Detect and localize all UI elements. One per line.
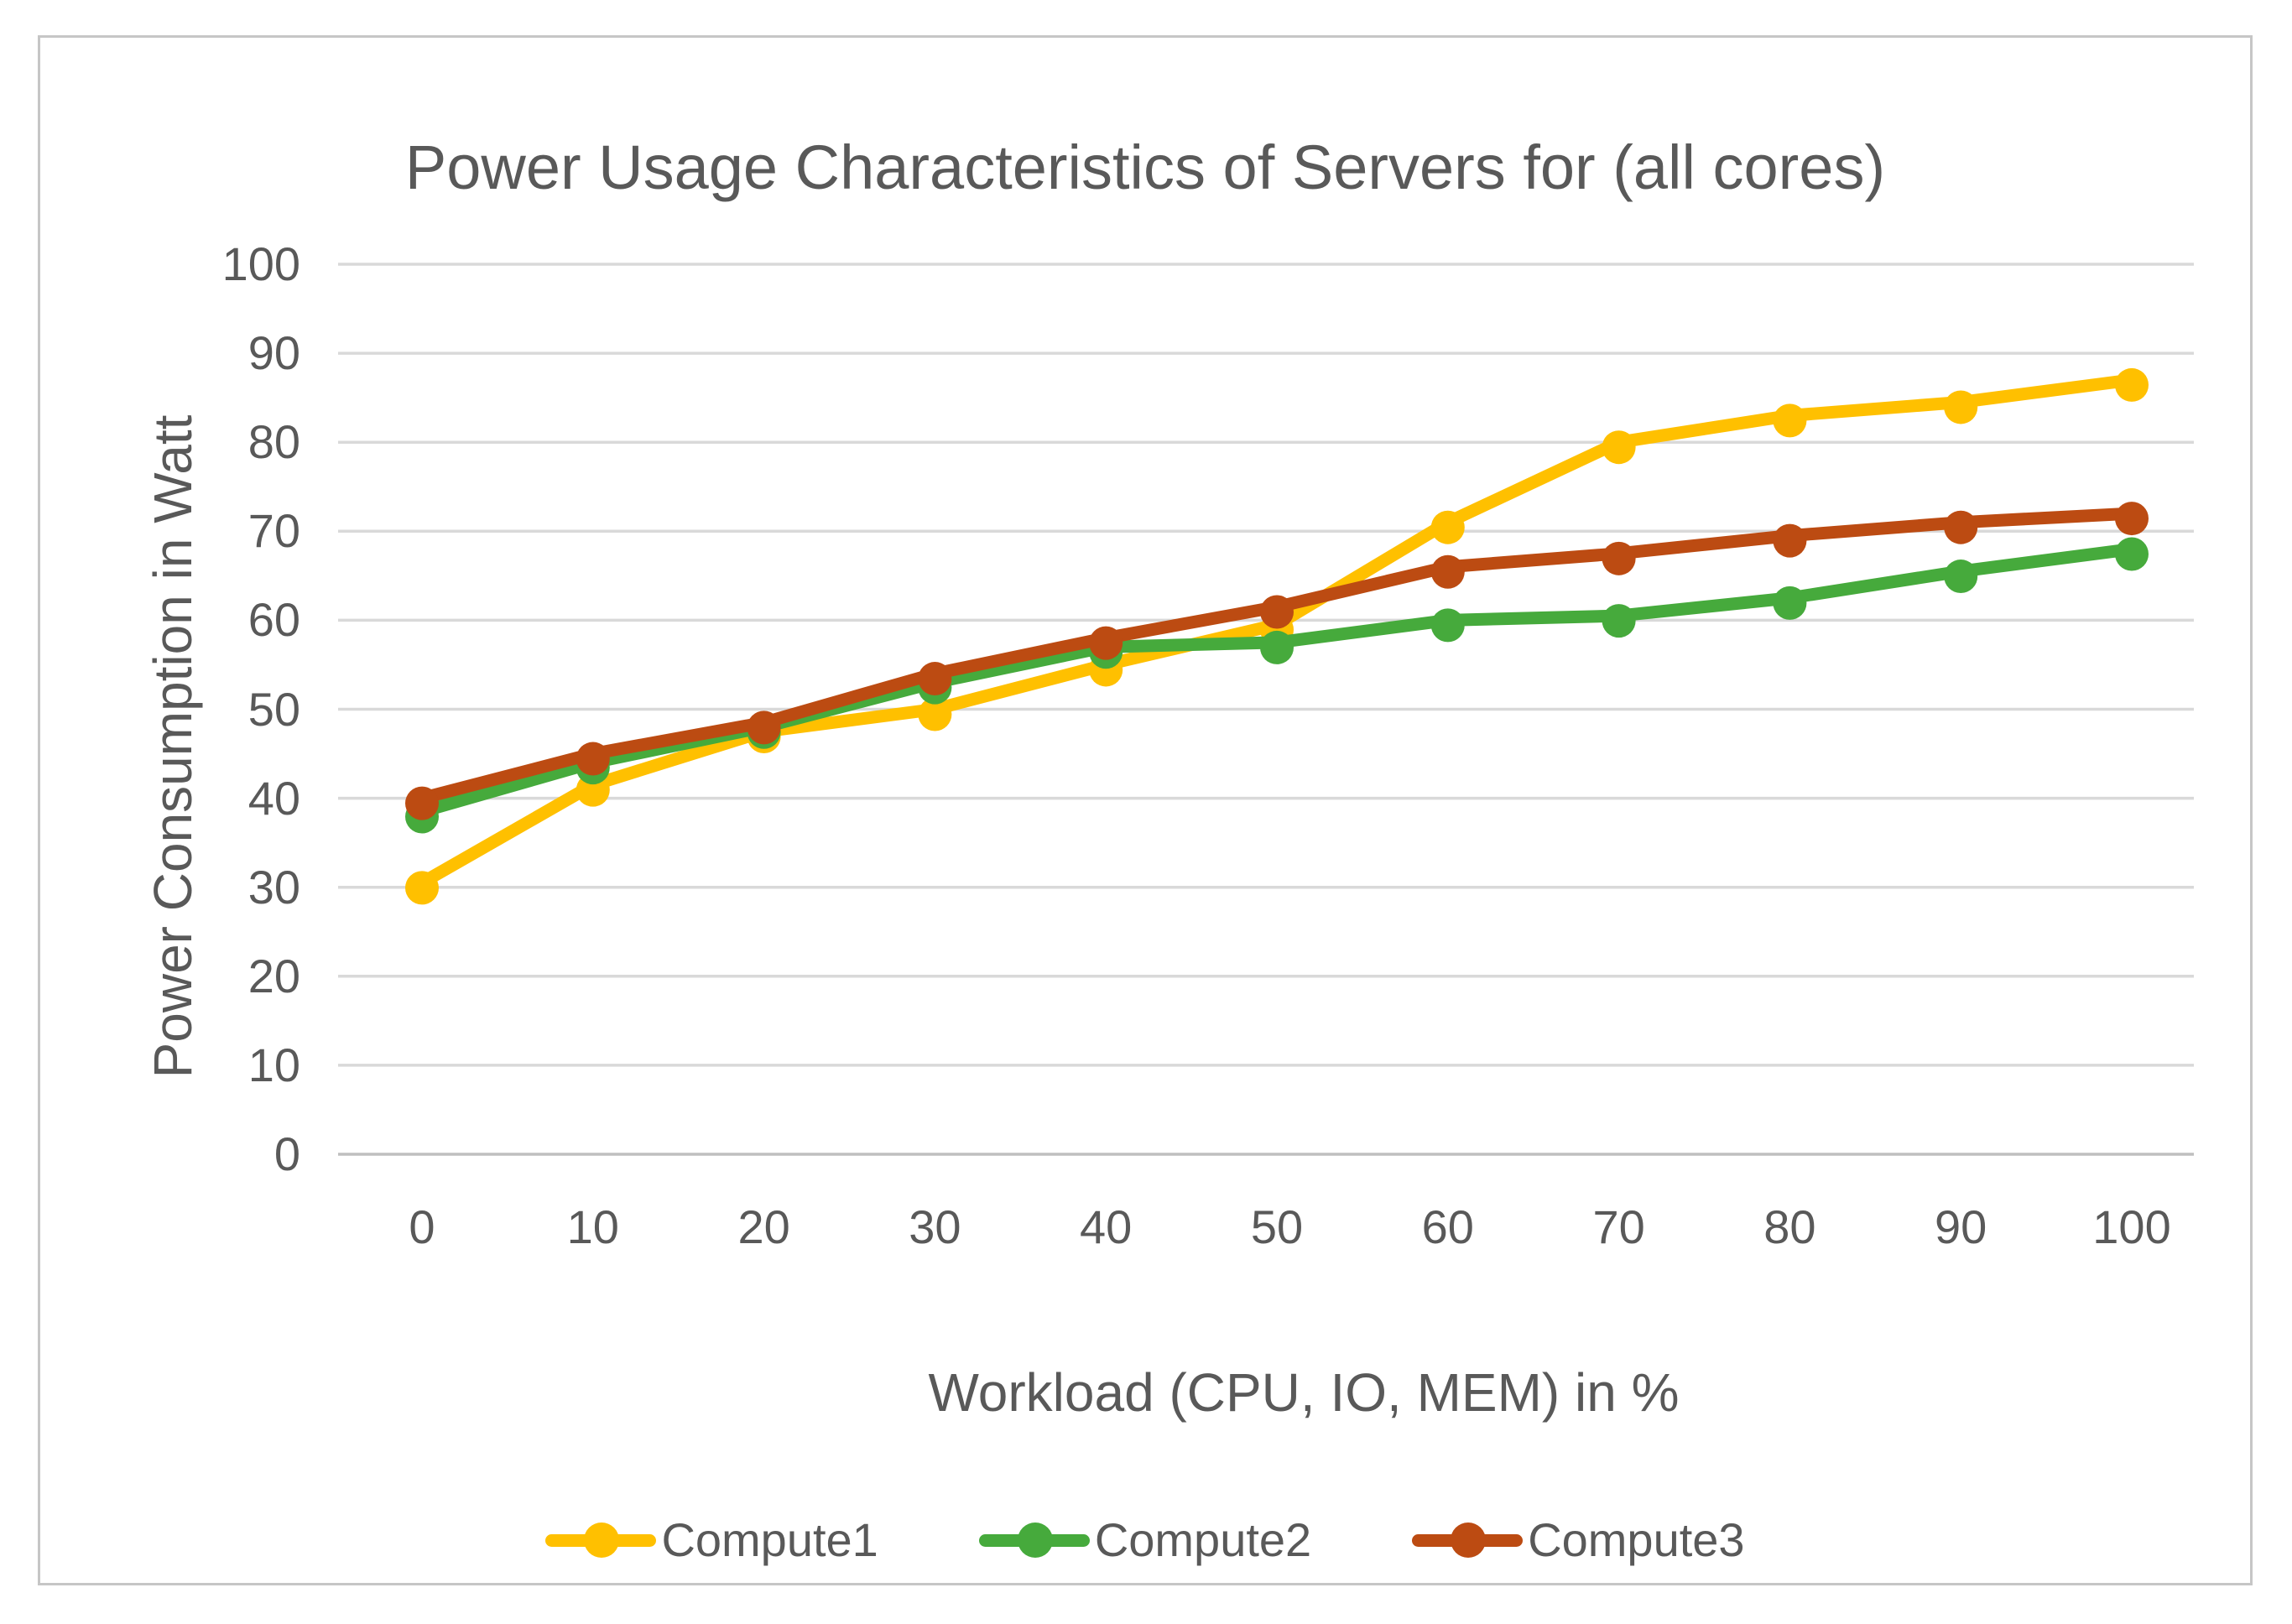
data-point-compute3-x80 [1773,523,1807,558]
x-tick-label-40: 40 [1080,1200,1133,1253]
chart-frame: Power Usage Characteristics of Servers f… [38,35,2253,1585]
data-point-compute3-x100 [2115,502,2149,536]
data-point-compute3-x40 [1089,626,1123,660]
x-tick-label-100: 100 [2092,1200,2171,1253]
y-tick-label-100: 100 [221,237,300,290]
data-point-compute2-x60 [1430,608,1465,643]
data-point-compute1-x60 [1430,510,1465,544]
data-point-compute3-x20 [747,710,781,745]
x-tick-label-30: 30 [909,1200,961,1253]
legend-dot-icon [1451,1522,1487,1558]
chart-legend: Compute1 Compute2 Compute3 [40,1512,2250,1567]
x-tick-label-50: 50 [1250,1200,1304,1253]
data-point-compute3-x30 [918,662,952,696]
y-tick-label-40: 40 [247,771,300,825]
legend-item-compute3: Compute3 [1412,1512,1745,1567]
x-tick-label-10: 10 [566,1200,619,1253]
data-point-compute3-x50 [1260,595,1294,629]
legend-label: Compute1 [661,1513,878,1566]
legend-dot-icon [1017,1522,1053,1558]
data-point-compute3-x90 [1944,510,1978,544]
x-tick-label-60: 60 [1421,1200,1474,1253]
legend-item-compute1: Compute1 [545,1512,878,1567]
chart-title: Power Usage Characteristics of Servers f… [404,133,1886,202]
legend-label: Compute2 [1094,1513,1312,1566]
y-tick-label-50: 50 [247,682,300,736]
y-tick-label-10: 10 [247,1038,300,1091]
x-tick-label-90: 90 [1935,1200,1987,1253]
x-axis-title: Workload (CPU, IO, MEM) in % [928,1362,1680,1423]
data-point-compute1-x80 [1773,403,1807,438]
data-point-compute2-x90 [1944,560,1978,594]
data-point-compute2-x100 [2115,537,2149,571]
x-tick-label-80: 80 [1763,1200,1816,1253]
legend-dot-icon [584,1522,620,1558]
series-line-compute2 [415,543,2138,819]
x-tick-label-70: 70 [1592,1200,1645,1253]
data-point-compute2-x50 [1260,630,1294,664]
legend-item-compute2: Compute2 [978,1512,1312,1567]
legend-label: Compute3 [1528,1513,1745,1566]
data-point-compute1-x30 [918,697,952,731]
x-tick-label-0: 0 [409,1200,435,1253]
data-point-compute1-x70 [1602,430,1636,465]
y-tick-label-70: 70 [247,504,300,558]
data-point-compute2-x80 [1773,586,1807,620]
data-point-compute1-x90 [1944,390,1978,424]
y-tick-label-90: 90 [247,326,300,380]
y-tick-label-20: 20 [247,949,300,1002]
legend-marker-compute2 [978,1522,1090,1559]
y-tick-label-80: 80 [247,415,300,469]
data-point-compute2-x70 [1602,604,1636,638]
data-point-compute3-x70 [1602,541,1636,575]
y-tick-label-60: 60 [247,593,300,647]
y-tick-label-0: 0 [273,1127,300,1180]
chart-plot-area [338,263,2194,1156]
data-point-compute1-x100 [2115,367,2149,402]
data-point-compute3-x60 [1430,554,1465,589]
data-point-compute3-x0 [405,786,439,820]
y-tick-label-30: 30 [247,860,300,914]
legend-marker-compute1 [545,1522,657,1559]
x-tick-label-20: 20 [737,1200,790,1253]
data-point-compute3-x10 [576,742,610,776]
legend-marker-compute3 [1412,1522,1524,1559]
data-point-compute1-x0 [405,871,439,905]
